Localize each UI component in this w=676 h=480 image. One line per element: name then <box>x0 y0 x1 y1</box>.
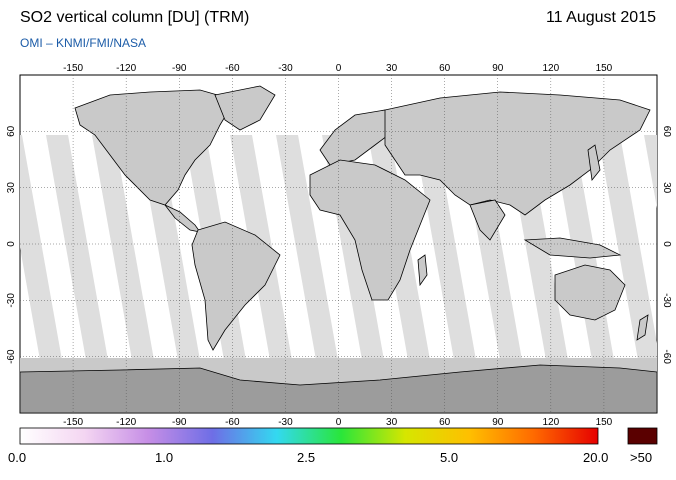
map-title: SO2 vertical column [DU] (TRM) <box>20 9 250 26</box>
swath-stripe <box>414 135 476 360</box>
lon-tick-label: 30 <box>386 417 398 428</box>
map-date: 11 August 2015 <box>545 9 656 26</box>
lat-tick-label: -30 <box>661 293 672 308</box>
lon-tick-label: -60 <box>225 417 240 428</box>
lon-tick-label: -30 <box>278 417 293 428</box>
south-america <box>191 221 281 351</box>
lon-ticks-bottom: -150 -120 -90 -60 -30 0 30 60 90 120 150 <box>63 417 613 428</box>
lat-tick-label: 60 <box>6 125 17 137</box>
lon-tick-label: 30 <box>386 63 398 74</box>
lon-tick-label: 60 <box>439 417 451 428</box>
lon-tick-label: 120 <box>542 417 559 428</box>
lat-tick-label: 30 <box>661 182 672 194</box>
lon-tick-label: 90 <box>492 63 504 74</box>
colorbar-label-3: 5.0 <box>440 450 459 465</box>
africa <box>309 159 431 301</box>
lon-tick-label: -30 <box>278 63 293 74</box>
antarctica <box>20 364 657 413</box>
colorbar-overflow-label: >50 <box>630 450 653 465</box>
indonesia <box>523 237 622 259</box>
colorbar-label-2: 2.5 <box>297 450 316 465</box>
lon-tick-label: -120 <box>116 417 136 428</box>
india <box>469 199 506 241</box>
graticule <box>20 75 657 413</box>
lat-tick-label: 60 <box>661 126 672 138</box>
swath-stripe <box>46 135 108 360</box>
lon-tick-label: -150 <box>63 417 83 428</box>
lon-tick-label: -120 <box>116 63 136 74</box>
lon-tick-label: -60 <box>225 63 240 74</box>
lat-tick-label: -30 <box>6 293 17 308</box>
lon-tick-label: 90 <box>492 417 504 428</box>
japan <box>587 144 601 181</box>
continents <box>74 85 651 351</box>
lon-tick-label: -90 <box>172 417 187 428</box>
swath-stripe <box>92 135 154 360</box>
lat-ticks-right: 60 30 0 -30 -60 <box>661 126 672 365</box>
lon-tick-label: 150 <box>596 417 613 428</box>
lat-tick-label: -60 <box>6 349 17 364</box>
colorbar-label-1: 1.0 <box>155 450 174 465</box>
data-credit: OMI – KNMI/FMI/NASA <box>20 36 147 50</box>
new-zealand <box>636 314 649 341</box>
lon-tick-label: 120 <box>542 63 559 74</box>
lon-tick-label: -150 <box>63 63 83 74</box>
colorbar-overflow-swatch <box>627 427 658 445</box>
colorbar-label-4: 20.0 <box>583 450 609 465</box>
lon-tick-label: 60 <box>439 63 451 74</box>
lon-ticks-top: -150 -120 -90 -60 -30 0 30 60 90 120 150 <box>63 63 613 74</box>
lat-tick-label: 30 <box>6 182 17 194</box>
lat-ticks-left: 60 30 0 -30 -60 <box>6 125 17 364</box>
lon-tick-label: -90 <box>172 63 187 74</box>
colorbar-label-0: 0.0 <box>8 450 27 465</box>
swath-stripe <box>276 135 338 360</box>
colorbar <box>19 427 599 445</box>
lon-tick-label: 150 <box>596 63 613 74</box>
map-layers <box>20 75 657 413</box>
swath-stripe <box>598 135 657 360</box>
lat-tick-label: -60 <box>661 349 672 364</box>
north-america <box>74 89 236 206</box>
lat-tick-label: 0 <box>661 241 672 247</box>
madagascar <box>417 254 428 287</box>
australia <box>554 264 626 321</box>
greenland <box>214 85 276 131</box>
swath-stripe <box>20 135 62 360</box>
lat-tick-label: 0 <box>6 241 17 247</box>
lon-tick-label: 0 <box>336 63 342 74</box>
lon-tick-label: 0 <box>336 417 342 428</box>
swath-stripe <box>644 135 657 209</box>
asia <box>384 91 651 216</box>
